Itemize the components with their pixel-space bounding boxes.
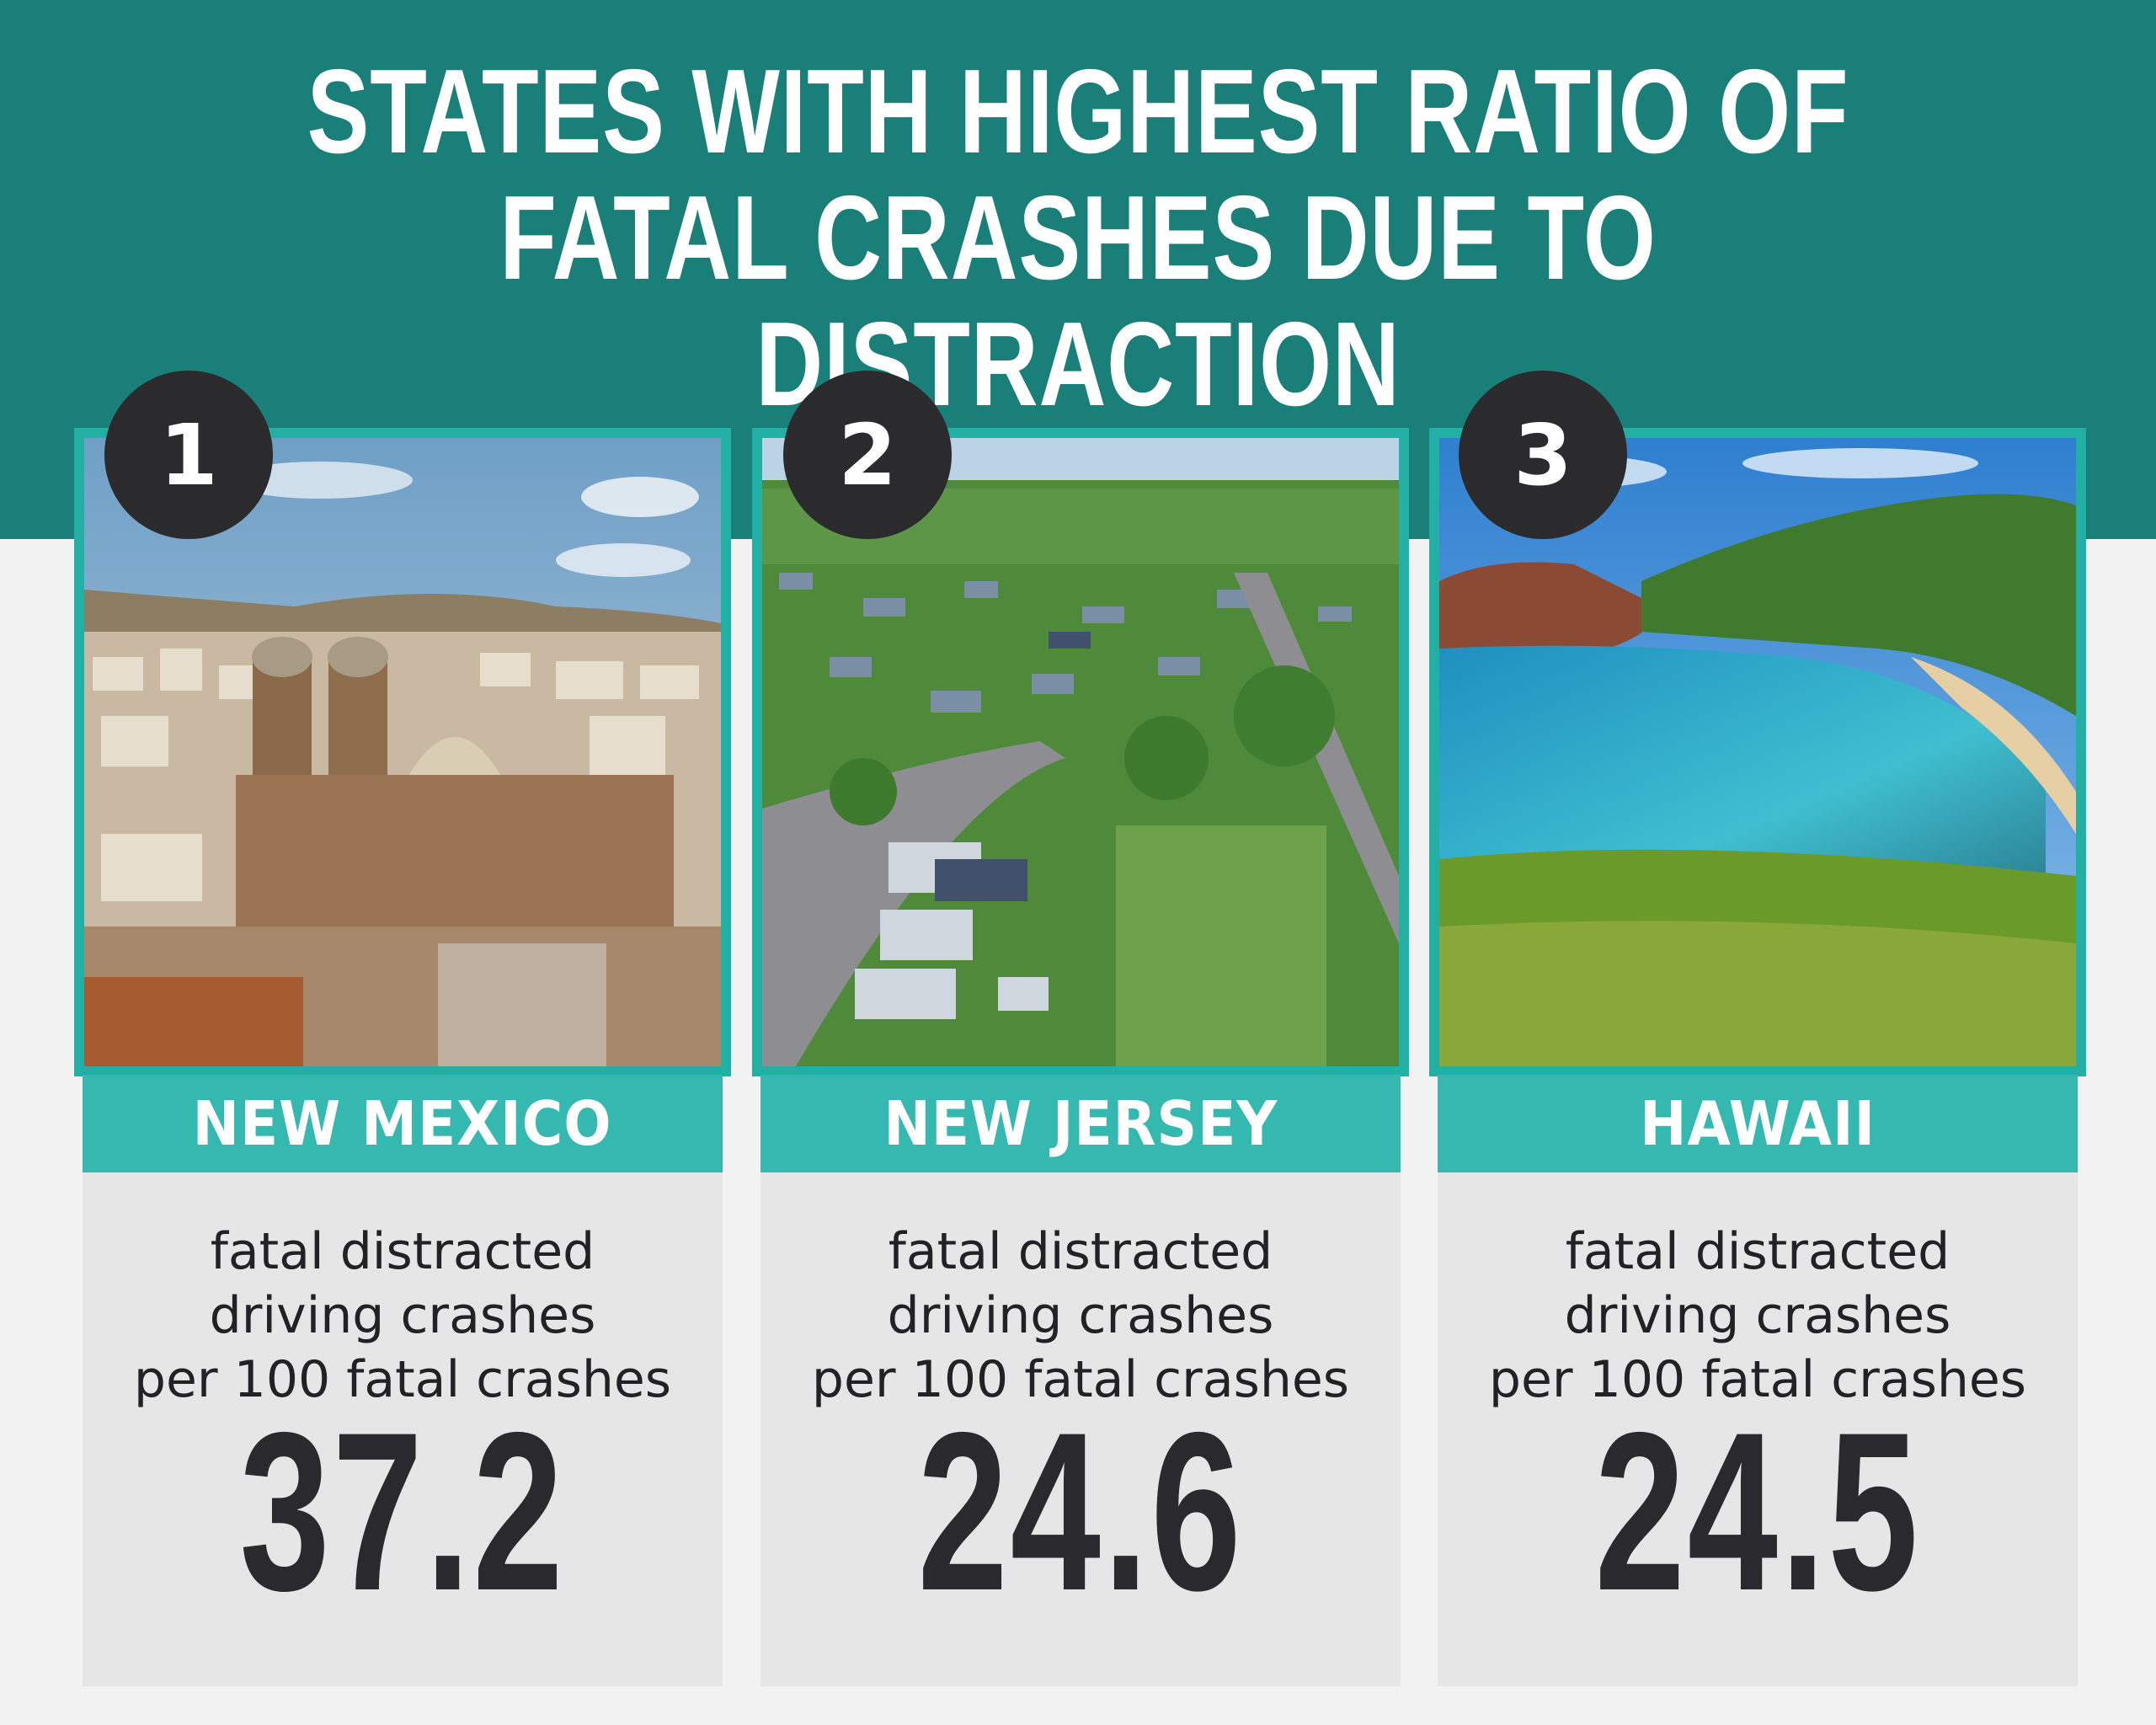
- rank-badge-3: 3: [1459, 371, 1627, 539]
- desc-line-3: per 100 fatal crashes: [133, 1350, 672, 1409]
- stat-value: 37.2: [239, 1385, 566, 1637]
- state-card-new-mexico: NEW MEXICO fatal distracted driving cras…: [74, 428, 731, 1686]
- state-name: HAWAII: [1640, 1088, 1876, 1159]
- desc-line-3: per 100 fatal crashes: [1488, 1350, 2027, 1409]
- state-label: HAWAII: [1438, 1075, 2078, 1172]
- desc-line-1: fatal distracted: [888, 1222, 1273, 1281]
- stat-description: fatal distracted driving crashes per 100…: [83, 1220, 723, 1412]
- stat-box: fatal distracted driving crashes per 100…: [1438, 1172, 2078, 1686]
- state-label: NEW MEXICO: [83, 1075, 723, 1172]
- stat-description: fatal distracted driving crashes per 100…: [760, 1220, 1401, 1412]
- stat-value: 24.5: [1594, 1385, 1921, 1637]
- state-card-hawaii: HAWAII fatal distracted driving crashes …: [1429, 428, 2086, 1686]
- title-line-2: FATAL CRASHES DUE TO DISTRACTION: [499, 171, 1657, 431]
- photo-frame: [74, 428, 731, 1076]
- stat-description: fatal distracted driving crashes per 100…: [1438, 1220, 2078, 1412]
- desc-line-2: driving crashes: [887, 1286, 1274, 1345]
- stat-value: 24.6: [917, 1385, 1244, 1637]
- rank-badge-2: 2: [783, 371, 952, 539]
- state-card-new-jersey: NEW JERSEY fatal distracted driving cras…: [752, 428, 1409, 1686]
- stat-box: fatal distracted driving crashes per 100…: [83, 1172, 723, 1686]
- stat-box: fatal distracted driving crashes per 100…: [760, 1172, 1401, 1686]
- city-cathedral-photo: [84, 438, 721, 1066]
- page-title: STATES WITH HIGHEST RATIO OF FATAL CRASH…: [237, 49, 1919, 428]
- desc-line-1: fatal distracted: [210, 1222, 595, 1281]
- desc-line-2: driving crashes: [209, 1286, 596, 1345]
- state-name: NEW JERSEY: [883, 1088, 1278, 1159]
- desc-line-1: fatal distracted: [1565, 1222, 1951, 1281]
- desc-line-2: driving crashes: [1564, 1286, 1951, 1345]
- photo-frame: [1429, 428, 2086, 1076]
- state-label: NEW JERSEY: [760, 1075, 1401, 1172]
- title-line-1: STATES WITH HIGHEST RATIO OF: [307, 45, 1849, 179]
- desc-line-3: per 100 fatal crashes: [811, 1350, 1350, 1409]
- state-name: NEW MEXICO: [193, 1088, 612, 1159]
- rank-badge-1: 1: [104, 371, 273, 539]
- bay-coast-photo: [1439, 438, 2076, 1066]
